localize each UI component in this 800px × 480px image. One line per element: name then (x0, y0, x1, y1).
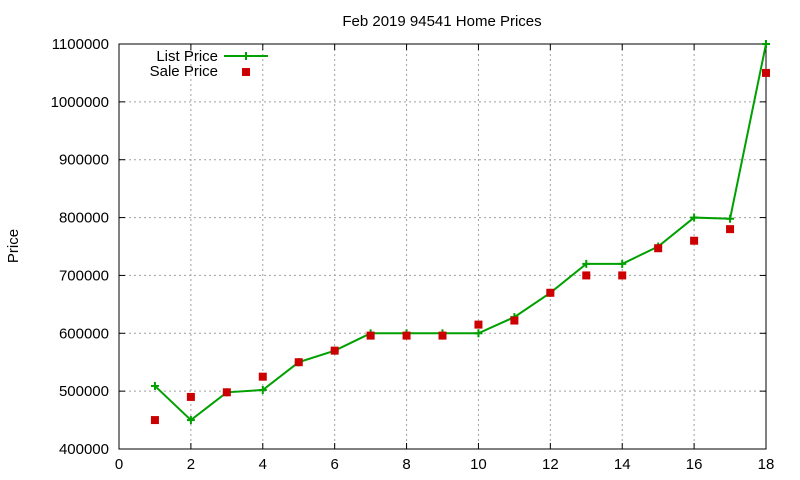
y-tick-label: 400000 (59, 441, 109, 458)
list-price-point (258, 385, 267, 394)
x-tick-label: 2 (187, 456, 195, 473)
sale-price-point (582, 271, 591, 280)
legend-marker-list-price (242, 52, 250, 60)
x-tick-label: 6 (330, 456, 338, 473)
legend: List Price Sale Price (150, 48, 268, 80)
x-tick-label: 16 (686, 456, 703, 473)
sale-price-point (690, 236, 699, 245)
sale-price-point (654, 244, 663, 253)
grid-lines (119, 44, 766, 449)
legend-square-marker (242, 68, 250, 76)
series-layer (150, 40, 770, 425)
sale-price-point (618, 271, 627, 280)
y-tick-labels: 400000 500000 600000 700000 800000 900000 1000… (51, 36, 109, 458)
sale-price-point (402, 331, 411, 340)
sale-price-point (546, 288, 555, 297)
sale-price-point (474, 320, 483, 329)
y-tick-label: 800000 (59, 210, 109, 227)
y-axis-label: Price (5, 229, 22, 263)
list-price-point (474, 329, 483, 338)
sale-price-point (150, 416, 159, 425)
list-price-line (154, 43, 767, 422)
y-tick-label: 1000000 (51, 94, 109, 111)
chart-title: Feb 2019 94541 Home Prices (342, 13, 541, 30)
sale-price-point (294, 358, 303, 367)
x-tick-label: 12 (542, 456, 559, 473)
sale-price-point (762, 68, 770, 77)
list-price-point (762, 40, 770, 48)
x-tick-label: 14 (614, 456, 631, 473)
legend-label-sale-price: Sale Price (150, 63, 218, 80)
y-tick-label: 500000 (59, 383, 109, 400)
y-tick-label: 900000 (59, 152, 109, 169)
sale-price-point (438, 331, 447, 340)
list-price-point (150, 381, 159, 390)
legend-marker-sale-price (242, 68, 250, 76)
axis-ticks (118, 43, 767, 450)
x-tick-label: 8 (402, 456, 410, 473)
y-tick-label: 1100000 (52, 36, 109, 53)
sale-price-point (366, 331, 375, 340)
x-tick-label: 10 (470, 456, 487, 473)
sale-price-point (726, 225, 735, 234)
legend-label-list-price: List Price (156, 48, 218, 65)
y-tick-label: 600000 (59, 325, 109, 342)
list-price-point (186, 416, 195, 425)
sale-price-point (510, 316, 519, 325)
sale-price-point (258, 372, 267, 381)
sale-price-point (186, 392, 195, 401)
x-tick-label: 0 (115, 456, 123, 473)
plot-frame (118, 43, 767, 450)
list-price-point (618, 259, 627, 268)
legend-plus-marker (242, 52, 250, 60)
x-tick-label: 4 (259, 456, 267, 473)
x-tick-labels: 0 2 4 6 8 10 12 14 16 18 (115, 456, 775, 473)
sale-price-point (222, 388, 231, 397)
list-price-point (726, 214, 735, 223)
sale-price-point (330, 346, 339, 355)
list-price-point (690, 213, 699, 222)
list-price-point (582, 259, 591, 268)
y-tick-label: 700000 (59, 267, 109, 284)
x-tick-label: 18 (758, 456, 775, 473)
